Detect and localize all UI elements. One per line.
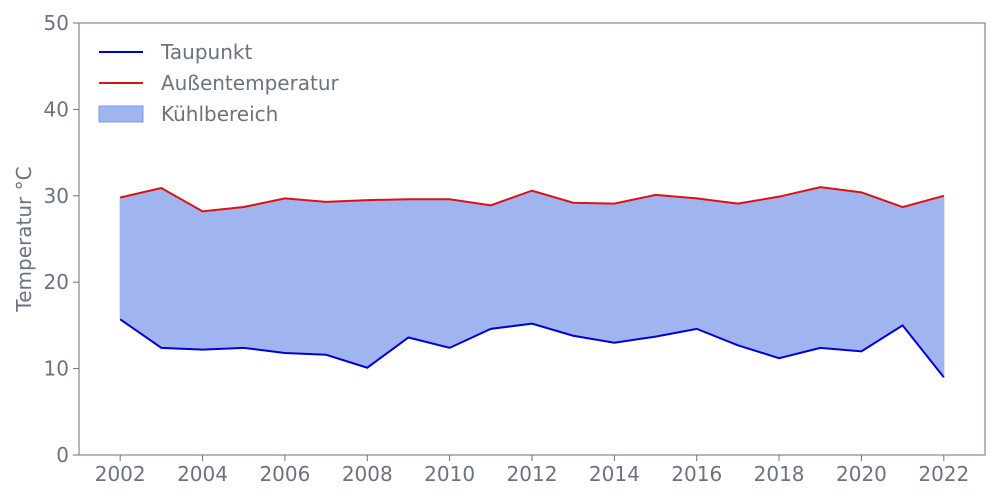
y-tick-label: 30 xyxy=(44,184,69,208)
y-axis: 0 10 20 30 40 50 xyxy=(44,11,79,467)
series-lines-layer xyxy=(119,186,945,378)
x-tick-label: 2010 xyxy=(424,462,475,486)
x-tick-label: 2008 xyxy=(342,462,393,486)
legend-label-aussentemperatur: Außentemperatur xyxy=(161,71,340,95)
legend-label-taupunkt: Taupunkt xyxy=(160,40,252,64)
x-tick-label: 2018 xyxy=(754,462,805,486)
x-tick-label: 2016 xyxy=(671,462,722,486)
x-axis: 2002 2004 2006 2008 2010 2012 2014 2016 2018 2020… xyxy=(95,455,969,486)
x-tick-label: 2002 xyxy=(95,462,146,486)
x-tick-label: 2020 xyxy=(836,462,887,486)
legend-swatch-kuehlbereich xyxy=(98,105,144,123)
y-tick-label: 0 xyxy=(56,443,69,467)
series-line-taupunkt xyxy=(119,318,945,378)
y-tick-label: 40 xyxy=(44,97,69,121)
x-tick-label: 2014 xyxy=(589,462,640,486)
y-tick-label: 20 xyxy=(44,270,69,294)
x-tick-label: 2022 xyxy=(918,462,969,486)
y-tick-label: 10 xyxy=(44,357,69,381)
legend: Taupunkt Außentemperatur Kühlbereich xyxy=(98,40,340,126)
y-tick-label: 50 xyxy=(44,11,69,35)
series-line-aussentemperatur xyxy=(119,186,945,213)
legend-label-kuehlbereich: Kühlbereich xyxy=(161,102,278,126)
x-tick-label: 2006 xyxy=(259,462,310,486)
y-axis-title: Temperatur °C xyxy=(12,166,36,312)
x-tick-label: 2004 xyxy=(177,462,228,486)
x-tick-label: 2012 xyxy=(507,462,558,486)
